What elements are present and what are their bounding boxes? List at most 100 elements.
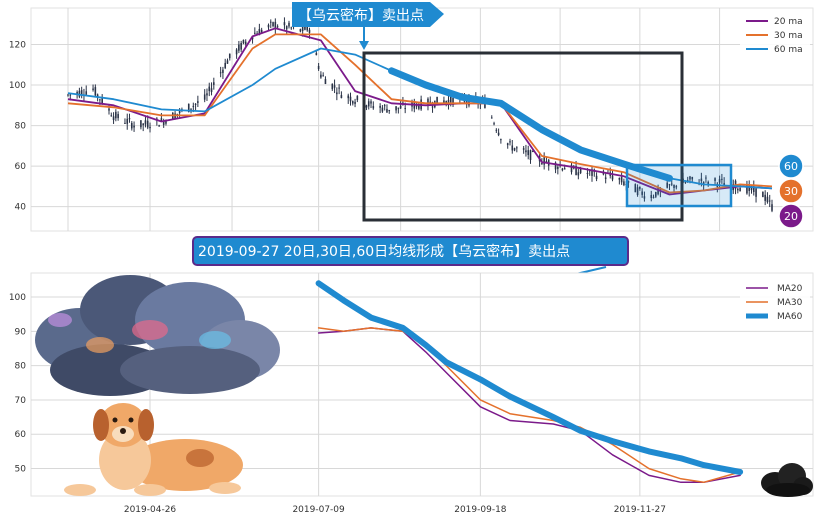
candle-body [269, 21, 272, 23]
candle-body [563, 168, 566, 170]
candle-body [133, 125, 135, 128]
candle-body [365, 105, 368, 108]
candle-body [652, 196, 655, 198]
candle-body [755, 188, 757, 197]
candle-body [144, 120, 147, 125]
dog-paw [64, 484, 96, 496]
storm-cloud-illustration [35, 275, 280, 396]
candle-body [124, 122, 126, 124]
candle-body [714, 178, 716, 181]
candle-body [673, 184, 675, 188]
candle-body [244, 41, 247, 45]
candle-body [108, 108, 110, 111]
candle-body [495, 129, 498, 131]
candle-body [506, 143, 509, 146]
top-y-tick-label: 60 [15, 162, 27, 172]
candle-body [322, 75, 324, 77]
candle-body [101, 96, 103, 104]
dog-head [99, 403, 147, 447]
bottom-y-tick-label: 70 [15, 396, 27, 406]
candle-body [203, 94, 206, 100]
banner-label: 【乌云密布】卖出点 [298, 7, 424, 24]
badge-20-label: 20 [784, 210, 798, 223]
callout-box [192, 236, 629, 266]
candle-body [219, 72, 222, 74]
legend-label-MA20: MA20 [777, 284, 803, 294]
candle-body [689, 176, 691, 180]
bottom-y-tick-labels: 50 60 70 80 90 100 [9, 293, 26, 475]
top-line-30-ma [67, 33, 773, 194]
bottom-y-tick-label: 90 [15, 327, 27, 337]
candle-body [301, 25, 304, 32]
candle-body [399, 105, 402, 109]
candle-body [276, 26, 279, 28]
candle-body [436, 96, 438, 105]
candle-body [340, 95, 343, 99]
candle-body [431, 106, 434, 108]
candle-body [634, 184, 637, 193]
candle-body [160, 118, 163, 122]
candle-body [317, 65, 320, 70]
candle-body [140, 120, 142, 128]
candle-body [418, 105, 420, 109]
candle-body [142, 123, 144, 126]
candle-body [762, 191, 764, 198]
candle-body [126, 118, 129, 124]
top-legend: 20 ma 30 ma 60 ma [740, 12, 810, 58]
candle-body [194, 103, 197, 105]
candle-body [206, 93, 208, 96]
candle-body [192, 105, 195, 107]
candle-body [500, 139, 502, 141]
candle-body [96, 94, 99, 97]
candle-body [158, 125, 160, 127]
candle-body [190, 108, 192, 110]
candle-body [349, 96, 352, 102]
candle-body [655, 191, 657, 197]
candle-body [445, 101, 448, 104]
candle-body [604, 177, 607, 180]
bottom-y-tick-label: 50 [15, 465, 27, 475]
candle-body [675, 186, 678, 188]
candle-body [641, 191, 643, 195]
candle-body [67, 94, 69, 96]
candle-body [575, 165, 577, 176]
top-y-tick-labels: 40 60 80 100 120 [9, 40, 26, 212]
candle-body [149, 126, 151, 129]
badge-30-label: 30 [784, 185, 798, 198]
top-y-tick-label: 100 [9, 81, 26, 91]
dog-chest [99, 430, 151, 490]
candle-body [274, 21, 277, 28]
candle-body [525, 150, 527, 153]
candle-body [290, 27, 293, 29]
candle-body [511, 145, 514, 151]
candle-body [128, 118, 131, 120]
candle-body [347, 95, 350, 99]
candle-body [258, 28, 261, 36]
candle-body [115, 111, 117, 119]
candle-body [723, 183, 725, 186]
candle-body [69, 94, 72, 96]
candle-body [197, 101, 199, 103]
dark-cloud-puff [766, 483, 810, 497]
candle-body [700, 178, 703, 182]
candle-body [112, 116, 115, 121]
candle-body [611, 175, 614, 180]
candle-body [541, 162, 543, 165]
candle-body [210, 88, 213, 92]
candle-body [283, 22, 286, 26]
candle-body [513, 148, 516, 151]
candle-body [452, 98, 454, 106]
candle-body [331, 83, 334, 90]
candle-body [527, 150, 530, 156]
candle-body [427, 98, 429, 106]
candle-body [320, 74, 322, 78]
candle-body [739, 188, 741, 192]
dog-ear-right [138, 409, 154, 441]
top-y-tick-label: 40 [15, 203, 27, 213]
candle-body [130, 123, 133, 129]
cloud-puff [120, 346, 260, 394]
sell-point-banner: 【乌云密布】卖出点 [292, 2, 444, 27]
candle-body [304, 25, 306, 30]
candle-body [240, 42, 242, 50]
